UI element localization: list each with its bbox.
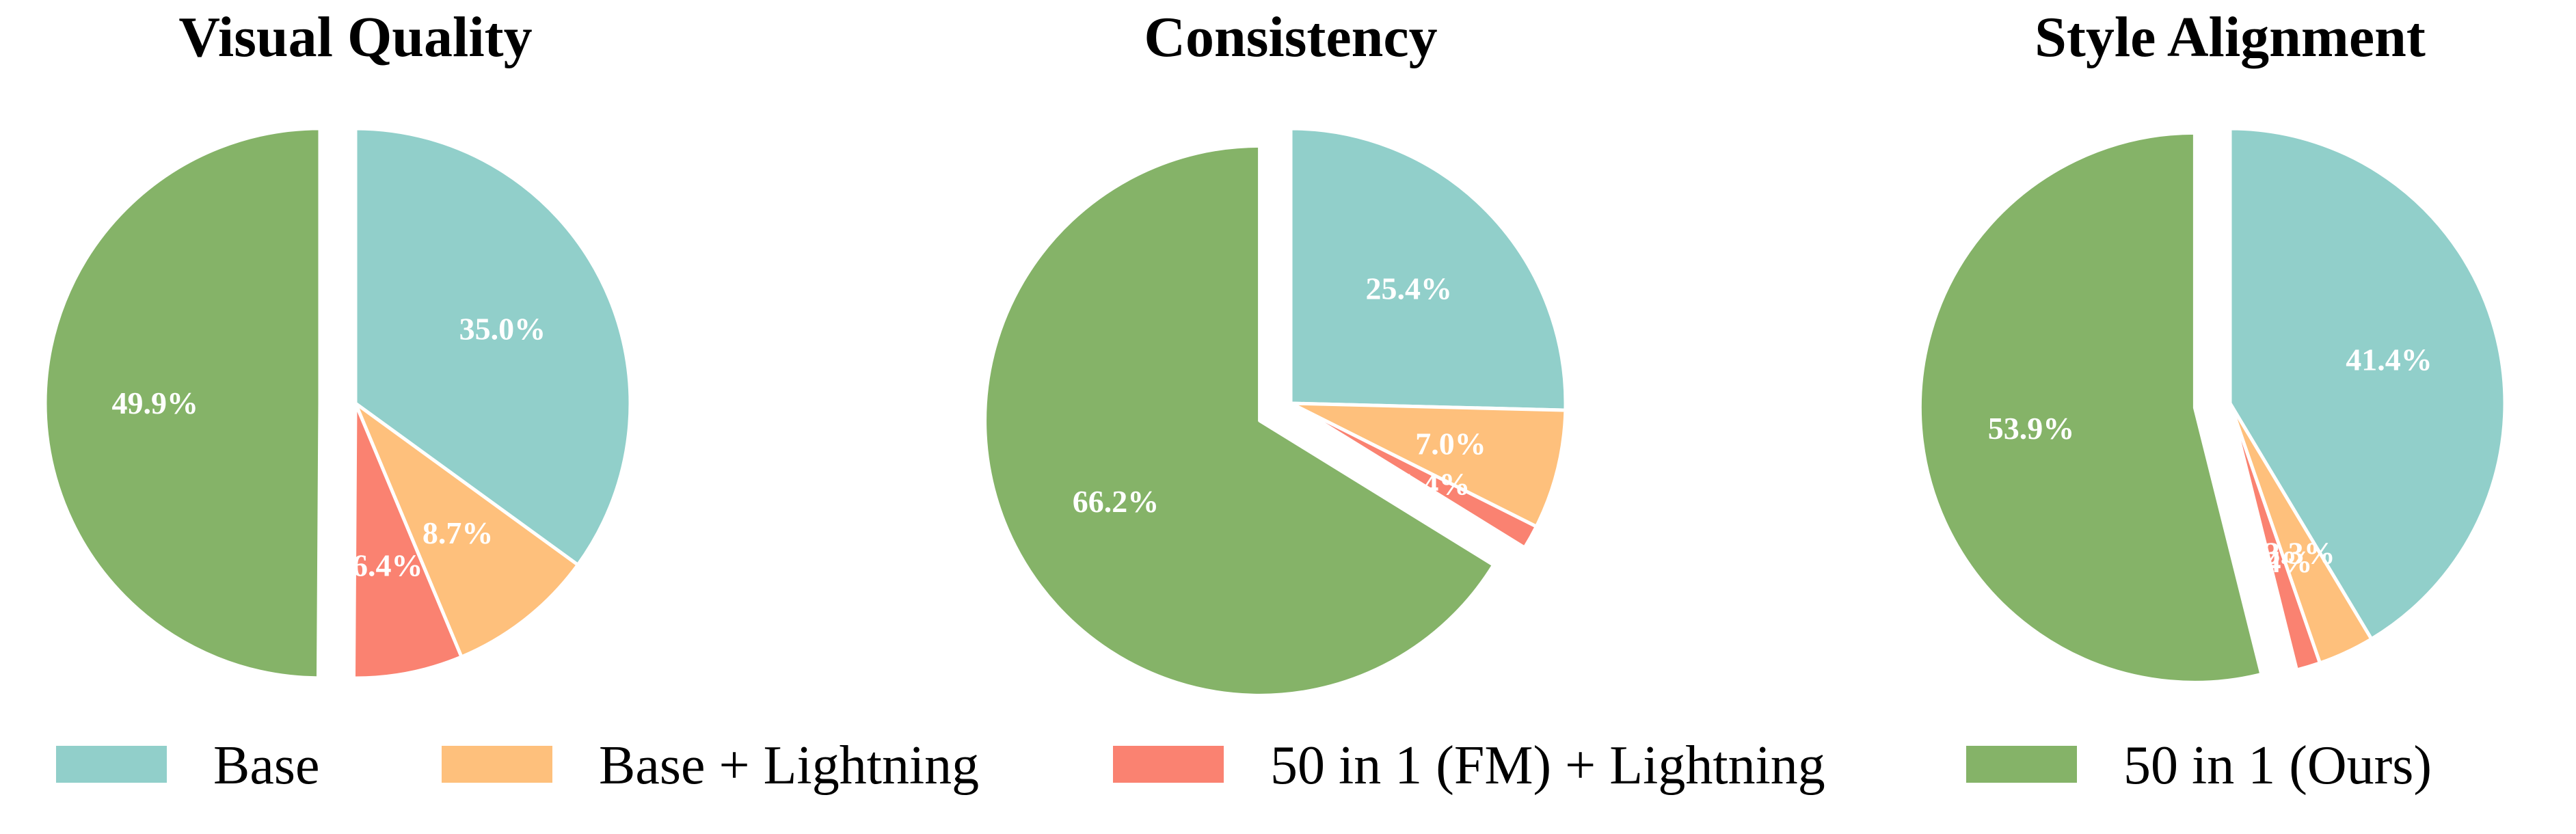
legend-swatch-50in1-ours [1966,746,2077,783]
legend-label-base-lightning: Base + Lightning [599,736,979,796]
pie-slice-50-in-1-ours [1918,131,2264,684]
chart-title-visual-quality: Visual Quality [178,5,532,69]
pie-slice-50-in-1-fm-lightning [351,401,464,680]
chart-title-consistency: Consistency [1144,5,1437,69]
pie-slice-50-in-1-ours [43,126,322,680]
pie-label-50-in-1-ours: 53.9% [1988,411,2075,446]
pie-label-50-in-1-ours: 49.9% [112,386,199,420]
pie-slice-base-lightning [353,401,580,659]
pie-chart-visual-quality: Visual Quality 35.0% 8.7%6.4% 49.9% [43,5,632,680]
legend-swatch-base [56,746,167,783]
pie-label-base: 41.4% [2346,342,2432,377]
legend-label-50in1-ours: 50 in 1 (Ours) [2123,736,2432,796]
pie-label-50-in-1-fm-lightning: 1.4% [2242,544,2313,579]
pie-label-base-lightning: 8.7% [422,515,494,550]
legend-label-base: Base [213,736,320,796]
legend-label-50in1-fm-lightning: 50 in 1 (FM) + Lightning [1270,736,1825,796]
pie-slice-base [1289,126,1568,412]
pie-slice-base-lightning [1289,401,1568,528]
pie-slice-50-in-1-fm-lightning [1289,401,1538,550]
pie-slice-50-in-1-ours [983,144,1496,697]
chart-title-style-alignment: Style Alignment [2035,5,2426,69]
pie-slice-50-in-1-fm-lightning [2228,401,2322,672]
pie-slice-base [353,126,632,567]
pie-label-50-in-1-fm-lightning: 6.4% [352,548,423,583]
pie-chart-style-alignment: Style Alignment 41.4% 3.3%1.4% 53.9% [1918,5,2507,684]
pie-label-base-lightning: 3.3% [2264,536,2335,571]
pie-chart-consistency: Consistency 25.4% 7.0% 1.4% 66.2% [983,5,1568,697]
pie-slice-base [2228,126,2507,641]
legend-swatch-base-lightning [442,746,552,783]
pie-label-50-in-1-ours: 66.2% [1073,484,1159,519]
legend: Base Base + Lightning 50 in 1 (FM) + Lig… [56,736,2432,796]
pie-label-base: 35.0% [459,312,546,347]
legend-swatch-50in1-fm-lightning [1113,746,1224,783]
pie-label-50-in-1-fm-lightning: 1.4% [1399,467,1471,502]
pie-label-base: 25.4% [1365,271,1452,306]
pie-label-base-lightning: 7.0% [1415,427,1486,461]
